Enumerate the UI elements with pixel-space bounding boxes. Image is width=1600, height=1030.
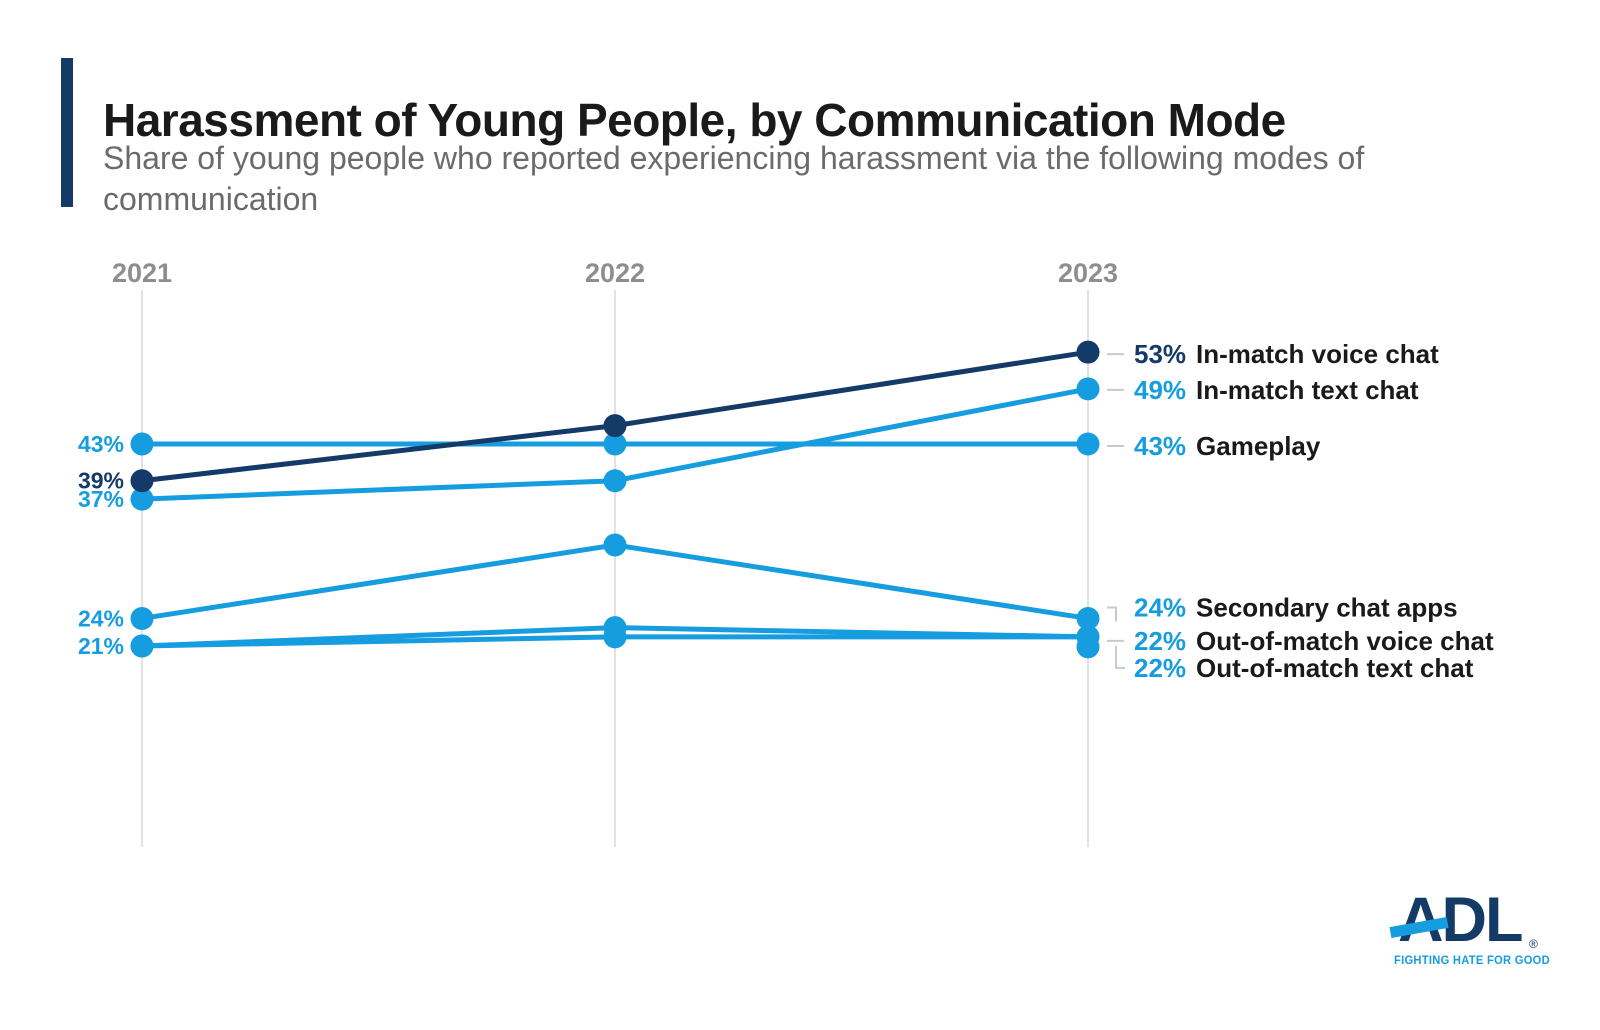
page-title: Harassment of Young People, by Communica…	[103, 93, 1286, 146]
adl-logo: ADL ® FIGHTING HATE FOR GOOD	[1389, 885, 1558, 979]
left-value-label: 43%	[78, 431, 124, 457]
data-point	[1076, 606, 1100, 630]
subtitle-line-1: Share of young people who reported exper…	[103, 140, 1365, 176]
data-point	[603, 432, 627, 456]
series-label: 22% Out-of-match voice chat	[1134, 626, 1494, 656]
data-point	[130, 487, 154, 511]
series-label: 43% Gameplay	[1134, 431, 1321, 461]
left-value-label: 39%	[78, 468, 124, 494]
year-label: 2021	[112, 258, 172, 288]
registered-trademark-symbol: ®	[1529, 937, 1538, 951]
data-point	[1076, 625, 1100, 649]
left-value-label: 37%	[78, 486, 124, 512]
series-label: 53% In-match voice chat	[1134, 339, 1439, 369]
data-point	[1076, 432, 1100, 456]
data-point	[130, 634, 154, 658]
left-value-label: 21%	[78, 633, 124, 659]
year-label: 2023	[1058, 258, 1118, 288]
data-point	[1076, 340, 1100, 364]
adl-logo-tagline: FIGHTING HATE FOR GOOD	[1394, 953, 1550, 967]
year-label: 2022	[585, 258, 645, 288]
data-point	[603, 616, 627, 640]
series-label: 22% Out-of-match text chat	[1134, 653, 1474, 683]
page-subtitle: Share of young people who reported exper…	[103, 138, 1364, 220]
subtitle-line-2: communication	[103, 181, 319, 217]
data-point	[130, 469, 154, 493]
left-value-label: 24%	[78, 605, 124, 631]
data-point	[130, 432, 154, 456]
data-point	[603, 414, 627, 438]
adl-logo-wordmark: ADL	[1398, 885, 1523, 955]
data-point	[1076, 377, 1100, 401]
title-accent-bar	[61, 58, 73, 207]
label-connector	[1107, 606, 1117, 622]
series-label: 24% Secondary chat apps	[1134, 592, 1458, 622]
data-point	[130, 606, 154, 630]
series-label: 49% In-match text chat	[1134, 375, 1419, 405]
label-connector	[1115, 645, 1125, 669]
data-point	[603, 469, 627, 493]
data-point	[603, 533, 627, 557]
